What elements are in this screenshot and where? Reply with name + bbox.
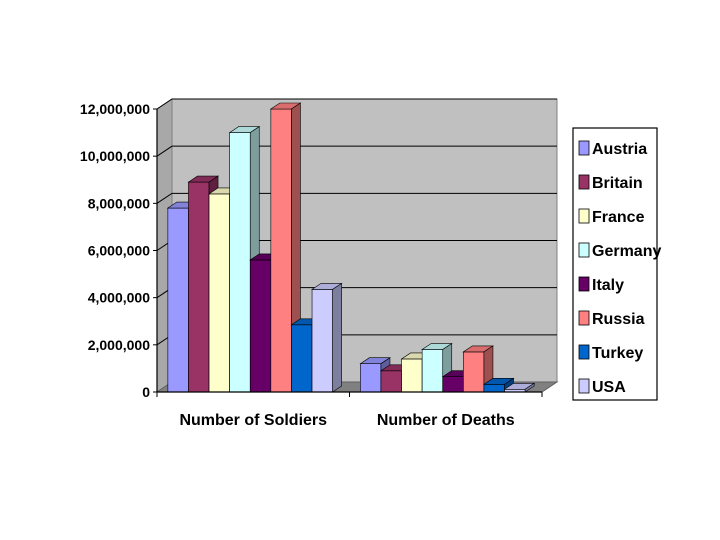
x-category-label: Number of Soldiers — [179, 412, 327, 429]
legend-label-turkey: Turkey — [592, 345, 643, 362]
legend-label-italy: Italy — [592, 277, 624, 294]
y-tick-label: 4,000,000 — [88, 290, 150, 306]
legend-label-britain: Britain — [592, 175, 643, 192]
x-axis-category-labels: Number of Soldiers Number of Deaths — [179, 412, 514, 429]
axes — [153, 108, 543, 397]
legend-swatch-britain — [578, 174, 590, 190]
y-tick-label: 0 — [142, 384, 150, 400]
x-category-label: Number of Deaths — [377, 412, 515, 429]
gridline — [156, 192, 557, 204]
legend-swatch-germany — [578, 242, 590, 258]
y-tick-label: 8,000,000 — [88, 195, 150, 211]
legend-label-usa: USA — [592, 379, 626, 396]
bar-russia-soldiers — [269, 102, 302, 393]
bar-usa-soldiers — [311, 282, 343, 393]
legend-swatch-austria — [578, 140, 590, 156]
gridline — [156, 98, 557, 110]
legend-swatch-france — [578, 208, 590, 224]
legend: Austria Britain France Germany Italy Russia Tu… — [572, 127, 661, 401]
legend-label-france: France — [592, 209, 645, 226]
legend-label-germany: Germany — [592, 243, 661, 260]
y-tick-label: 2,000,000 — [88, 337, 150, 353]
legend-label-russia: Russia — [592, 311, 645, 328]
bars — [166, 102, 536, 393]
y-tick-label: 6,000,000 — [88, 243, 150, 259]
legend-swatch-turkey — [578, 344, 590, 360]
legend-swatch-usa — [578, 378, 590, 394]
legend-swatch-italy — [578, 276, 590, 292]
y-tick-label: 12,000,000 — [80, 101, 150, 117]
legend-swatch-russia — [578, 310, 590, 326]
gridlines — [156, 98, 557, 346]
y-tick-label: 10,000,000 — [80, 148, 150, 164]
y-axis-tick-labels: 0 2,000,000 4,000,000 6,000,000 8,000,000 10,… — [80, 101, 150, 400]
bar-turkey-deaths — [482, 377, 515, 393]
legend-label-austria: Austria — [592, 141, 647, 158]
gridline — [156, 145, 557, 157]
